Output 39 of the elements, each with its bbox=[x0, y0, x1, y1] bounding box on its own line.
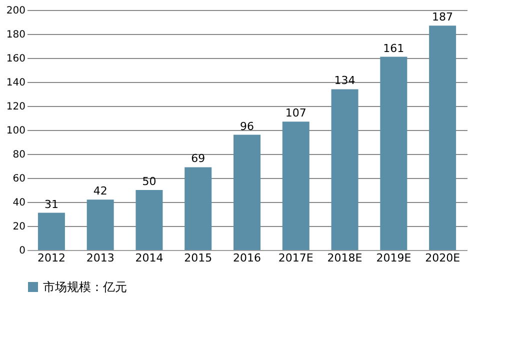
data-label: 50 bbox=[142, 175, 156, 188]
data-label: 107 bbox=[285, 106, 306, 120]
data-label: 69 bbox=[191, 152, 206, 166]
bar bbox=[234, 134, 260, 250]
data-label: 42 bbox=[93, 184, 108, 198]
bar bbox=[380, 56, 408, 250]
x-tick-label: 2019E bbox=[376, 252, 412, 264]
x-tick-label: 2012 bbox=[37, 252, 66, 264]
bar bbox=[184, 167, 212, 250]
y-tick-label: 80 bbox=[12, 150, 26, 160]
y-tick-label: 120 bbox=[6, 102, 26, 112]
y-tick-label: 140 bbox=[6, 78, 26, 88]
x-tick-label: 2017E bbox=[278, 252, 314, 264]
x-tick-label: 2014 bbox=[135, 252, 164, 264]
data-label: 134 bbox=[334, 74, 356, 88]
bar bbox=[429, 26, 456, 250]
bar bbox=[86, 200, 114, 250]
bar bbox=[282, 122, 310, 250]
x-tick-label: 2018E bbox=[327, 252, 362, 264]
y-tick-label: 60 bbox=[12, 174, 26, 184]
data-label: 96 bbox=[240, 120, 254, 133]
y-tick-label: 200 bbox=[6, 6, 26, 16]
bar bbox=[38, 212, 65, 250]
legend-label: 市场规模：亿元 bbox=[43, 280, 127, 294]
y-tick-label: 160 bbox=[6, 54, 26, 64]
y-tick-label: 180 bbox=[6, 30, 26, 40]
y-tick-label: 40 bbox=[12, 198, 26, 208]
x-tick-label: 2020E bbox=[425, 252, 460, 264]
data-label: 161 bbox=[383, 42, 404, 55]
bar bbox=[331, 89, 358, 250]
x-tick-label: 2016 bbox=[233, 252, 261, 264]
bar bbox=[136, 190, 163, 250]
x-tick-label: 2015 bbox=[184, 252, 212, 264]
x-tick-label: 2013 bbox=[86, 252, 114, 264]
y-tick-label: 100 bbox=[6, 126, 26, 136]
data-label: 31 bbox=[44, 198, 58, 211]
y-tick-label: 20 bbox=[12, 222, 26, 232]
y-tick-label: 0 bbox=[19, 246, 26, 256]
data-label: 187 bbox=[432, 10, 454, 24]
